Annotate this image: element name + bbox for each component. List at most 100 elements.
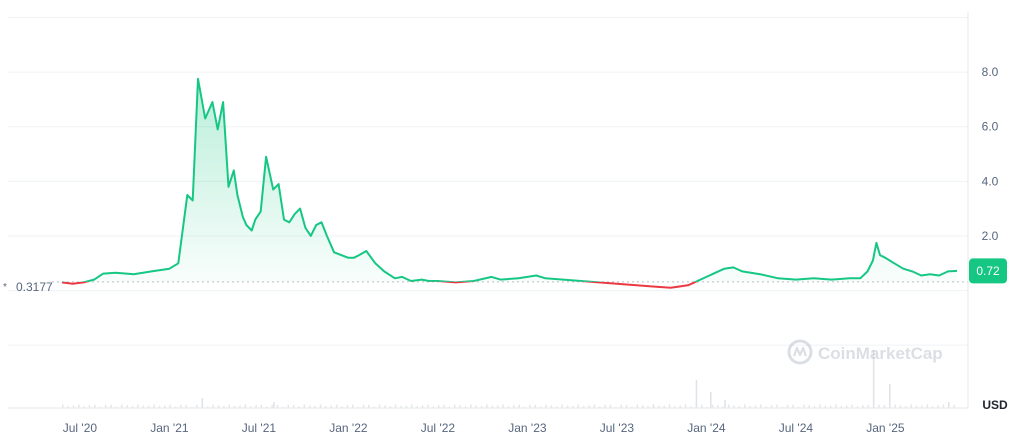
watermark: CoinMarketCap — [787, 339, 943, 365]
volume-bar — [931, 406, 934, 408]
volume-bar — [706, 406, 708, 408]
volume-bar — [724, 400, 726, 408]
baseline-label: * 0.3177 — [3, 280, 53, 294]
volume-bar — [577, 404, 579, 408]
volume-bar — [738, 405, 741, 408]
volume-bar — [110, 404, 112, 408]
volume-bar — [733, 405, 735, 408]
volume-bar — [786, 404, 789, 408]
volume-bar — [94, 404, 96, 408]
volume-bar — [711, 404, 714, 408]
volume-bar — [889, 384, 891, 408]
volume-bar — [953, 404, 955, 408]
y-axis: 2.0 4.0 6.0 8.0 — [982, 65, 999, 243]
volume-bar — [276, 404, 279, 408]
volume-bar — [921, 405, 923, 408]
volume-bar — [67, 405, 69, 408]
volume-bar — [115, 406, 118, 408]
volume-bar — [421, 405, 424, 408]
volume-bar — [529, 404, 531, 408]
x-tick-label: Jul '22 — [421, 421, 456, 435]
volume-bar — [207, 406, 209, 408]
baseline-value: 0.3177 — [16, 280, 53, 294]
volume-bar — [550, 405, 553, 408]
volume-bar — [249, 406, 252, 408]
volume-bar — [513, 405, 515, 408]
volume-bar — [266, 406, 268, 408]
price-line-above-baseline[interactable] — [62, 77, 958, 288]
coinmarketcap-logo-icon — [787, 339, 813, 365]
volume-bar — [105, 404, 107, 408]
volume-bar — [856, 406, 859, 408]
volume-bar — [937, 405, 939, 408]
volume-bar — [690, 406, 692, 408]
volume-bar — [674, 406, 676, 408]
current-price-value: 0.72 — [976, 264, 1000, 278]
volume-bar — [872, 350, 875, 408]
volume-bar — [942, 404, 945, 408]
volume-bar — [631, 406, 633, 408]
volume-bar — [196, 404, 198, 408]
currency-label: USD — [982, 398, 1008, 412]
y-tick-label: 8.0 — [982, 65, 999, 79]
volume-bar — [701, 404, 703, 408]
x-tick-label: Jul '23 — [600, 421, 635, 435]
volume-bar — [400, 405, 402, 408]
volume-bar — [357, 406, 359, 408]
volume-bar — [781, 406, 784, 408]
volume-bar — [572, 405, 574, 408]
volume-bar — [411, 404, 413, 408]
volume-bar — [142, 405, 144, 408]
volume-bar — [770, 405, 773, 408]
volume-bar — [658, 405, 660, 408]
volume-bar — [684, 404, 687, 408]
volume-bar — [636, 404, 639, 408]
volume-bar — [368, 405, 370, 408]
volume-bar — [776, 404, 778, 408]
volume-bar — [905, 406, 907, 408]
volume-bar — [346, 405, 349, 408]
volume-bar — [808, 405, 810, 408]
volume-bar — [147, 405, 150, 408]
volume-bar — [760, 404, 762, 408]
coinmarketcap-logo-mark — [792, 346, 808, 357]
volume-bar — [534, 404, 537, 408]
x-tick-label: Jan '22 — [329, 421, 368, 435]
volume-bar — [180, 405, 182, 408]
volume-bar — [846, 405, 848, 408]
volume-bar — [448, 406, 451, 408]
volume-bar — [239, 405, 241, 408]
volume-bar — [803, 404, 805, 408]
volume-bar — [352, 404, 354, 408]
volume-bar — [502, 404, 504, 408]
volume-bar — [539, 406, 542, 408]
volume-bar — [443, 404, 445, 408]
watermark-text: CoinMarketCap — [818, 344, 943, 363]
volume-bar — [486, 404, 488, 408]
volume-bar — [722, 406, 724, 408]
volume-bar — [883, 405, 886, 408]
volume-bar — [314, 405, 316, 408]
volume-bar — [437, 405, 440, 408]
volume-bar — [545, 404, 547, 408]
volume-bar — [829, 405, 832, 408]
volume-bar — [185, 404, 187, 408]
volume-bar — [754, 405, 757, 408]
volume-bar — [588, 405, 590, 408]
volume-bar — [282, 406, 284, 408]
volume-bar — [765, 406, 767, 408]
volume-bar — [292, 405, 295, 408]
volume-bar — [72, 405, 75, 408]
volume-bar — [309, 405, 311, 408]
volume-bar — [271, 404, 273, 408]
volume-bar — [158, 406, 161, 408]
volume-bar — [717, 405, 719, 408]
volume-bar — [174, 406, 177, 408]
volume-bar — [228, 404, 230, 408]
volume-bar — [497, 405, 499, 408]
volume-bar — [556, 406, 558, 408]
volume-bar — [899, 405, 902, 408]
volume-bar — [744, 404, 746, 408]
volume-bar — [217, 405, 220, 408]
